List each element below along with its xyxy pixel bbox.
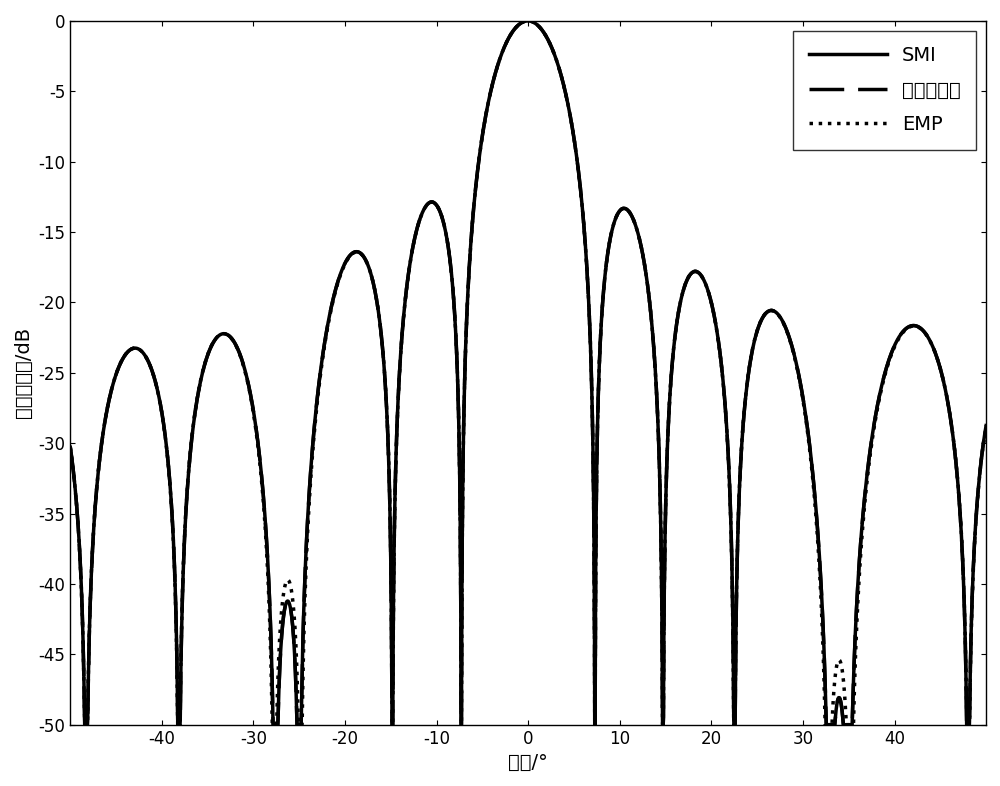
EMP (730, 615, 742, 625)
EMP (907, 321, 919, 331)
EMP (500, 39, 512, 49)
SMI (449, 320, 461, 329)
X-axis label: 角度/°: 角度/° (508, 753, 548, 772)
SMI (980, 421, 992, 430)
EMP (980, 421, 992, 431)
EMP (79, 720, 91, 729)
本发明方法 (952, 485, 964, 494)
SMI (522, 17, 534, 26)
Line: SMI: SMI (70, 21, 986, 725)
Line: EMP: EMP (70, 21, 986, 725)
SMI (79, 720, 91, 729)
本发明方法 (79, 720, 91, 729)
Y-axis label: 归一化幅度/dB: 归一化幅度/dB (14, 327, 33, 418)
本发明方法 (907, 321, 919, 330)
SMI (500, 39, 512, 49)
EMP (522, 17, 534, 26)
SMI (457, 495, 469, 505)
本发明方法 (449, 320, 461, 329)
EMP (64, 443, 76, 452)
SMI (730, 623, 742, 632)
SMI (64, 443, 76, 452)
本发明方法 (522, 17, 534, 26)
本发明方法 (64, 443, 76, 452)
本发明方法 (730, 623, 742, 632)
Line: 本发明方法: 本发明方法 (70, 21, 986, 725)
Legend: SMI, 本发明方法, EMP: SMI, 本发明方法, EMP (793, 31, 976, 150)
本发明方法 (457, 495, 469, 505)
EMP (457, 497, 469, 506)
本发明方法 (980, 421, 992, 430)
本发明方法 (500, 39, 512, 49)
EMP (952, 484, 964, 494)
SMI (952, 485, 964, 494)
SMI (907, 321, 919, 330)
EMP (449, 320, 461, 329)
